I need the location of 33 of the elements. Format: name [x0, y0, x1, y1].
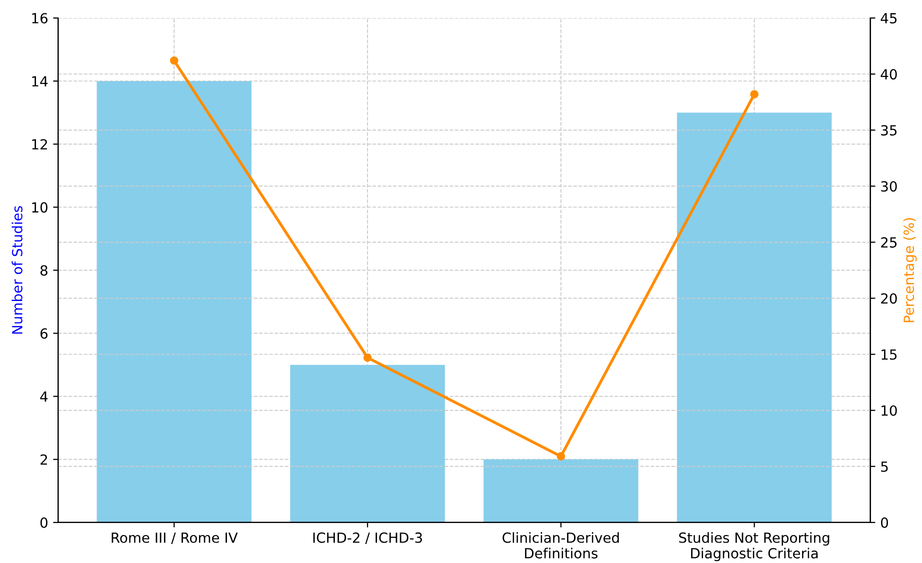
y2-tick-label: 10	[882, 405, 897, 416]
point	[750, 90, 758, 98]
y-tick-label: 6	[40, 328, 48, 339]
y2-tick-label: 20	[881, 293, 897, 304]
y2-tick-label: 0	[881, 517, 888, 528]
x-tick-label: Rome III / Rome IV	[112, 532, 238, 544]
bar	[96, 81, 252, 522]
y-tick-label: 0	[40, 517, 48, 528]
bar	[484, 459, 638, 522]
point	[556, 452, 566, 460]
y-tick-label: 4	[40, 392, 48, 402]
y-tick-label: 10	[32, 202, 48, 213]
y-tick-label: 14	[32, 76, 48, 86]
y-tick-label: 8	[40, 265, 48, 276]
x-tick-label: ICHD-2 / ICHD-3	[313, 532, 422, 544]
y2-tick-label: 5	[881, 462, 888, 472]
y2-tick-label: 25	[881, 237, 897, 248]
y2-tick-label: 45	[880, 13, 897, 24]
y-axis-title: Number of Studies	[12, 206, 22, 334]
bar	[290, 364, 445, 522]
y-tick-label: 12	[32, 139, 47, 150]
y-tick-label: 2	[40, 454, 47, 465]
x-tick-label: Studies Not Reporting Diagnostic Criteria	[679, 532, 830, 562]
y-tick-label: 16	[32, 12, 48, 24]
bar	[676, 112, 832, 522]
y2-axis-title: Percentage (%)	[903, 218, 917, 322]
y2-tick-label: 30	[881, 181, 897, 192]
x-tick-label: Clinician-Derived Definitions	[502, 532, 619, 558]
y2-tick-label: 40	[880, 69, 897, 80]
y2-tick-label: 15	[882, 349, 897, 360]
y2-tick-label: 35	[881, 125, 897, 136]
point	[170, 56, 178, 65]
point	[363, 354, 372, 362]
